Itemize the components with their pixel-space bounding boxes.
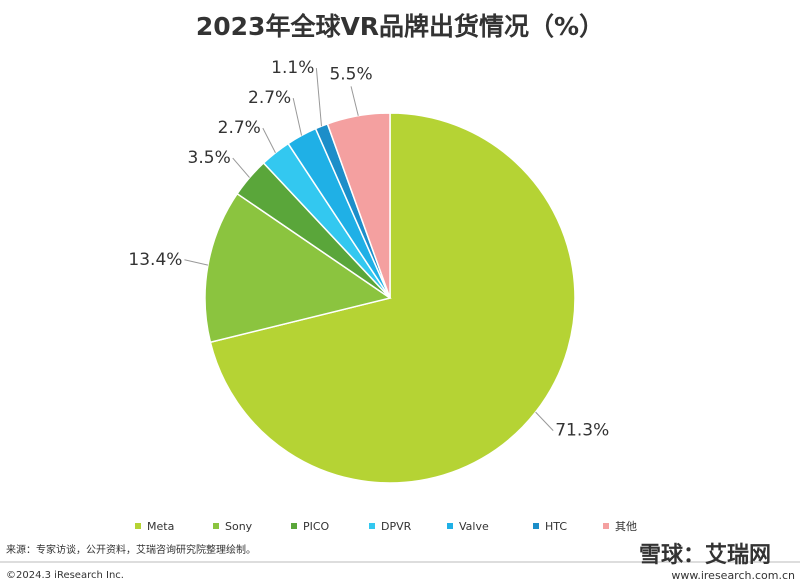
data-label: 1.1% <box>271 58 314 78</box>
pie-slice <box>326 112 391 299</box>
watermark: 雪球：艾瑞网 <box>639 543 771 568</box>
leader-line <box>232 157 250 178</box>
data-label: 5.5% <box>329 64 372 84</box>
copyright: ©2024.3 iResearch Inc. <box>6 570 124 581</box>
legend-label: 其他 <box>615 520 637 533</box>
legend-label: PICO <box>303 520 330 533</box>
legend-swatch <box>447 523 453 529</box>
legend-label: Sony <box>225 520 253 533</box>
legend-swatch <box>291 523 297 529</box>
legend-swatch <box>369 523 375 529</box>
legend-swatch <box>135 523 141 529</box>
source-note: 来源：专家访谈，公开资料，艾瑞咨询研究院整理绘制。 <box>6 543 256 556</box>
data-label: 13.4% <box>128 250 182 270</box>
pie-slice <box>204 192 392 344</box>
data-label: 71.3% <box>555 421 609 441</box>
data-label: 3.5% <box>188 148 231 168</box>
leader-line <box>292 97 303 136</box>
legend-swatch <box>603 523 609 529</box>
legend-swatch <box>533 523 539 529</box>
website: www.iresearch.com.cn <box>671 569 795 582</box>
leader-line <box>184 259 209 266</box>
legend-swatch <box>213 523 219 529</box>
chart-title: 2023年全球VR品牌出货情况（%） <box>196 12 604 41</box>
legend-label: Meta <box>147 520 174 533</box>
leader-line <box>350 86 359 116</box>
leader-line <box>262 127 276 153</box>
leader-line <box>535 411 554 431</box>
data-label: 2.7% <box>248 88 291 108</box>
leader-line <box>315 68 322 127</box>
legend-label: DPVR <box>381 520 412 533</box>
pie-slice <box>209 112 576 484</box>
legend-label: Valve <box>459 520 489 533</box>
legend-label: HTC <box>545 520 567 533</box>
data-label: 2.7% <box>218 118 261 138</box>
